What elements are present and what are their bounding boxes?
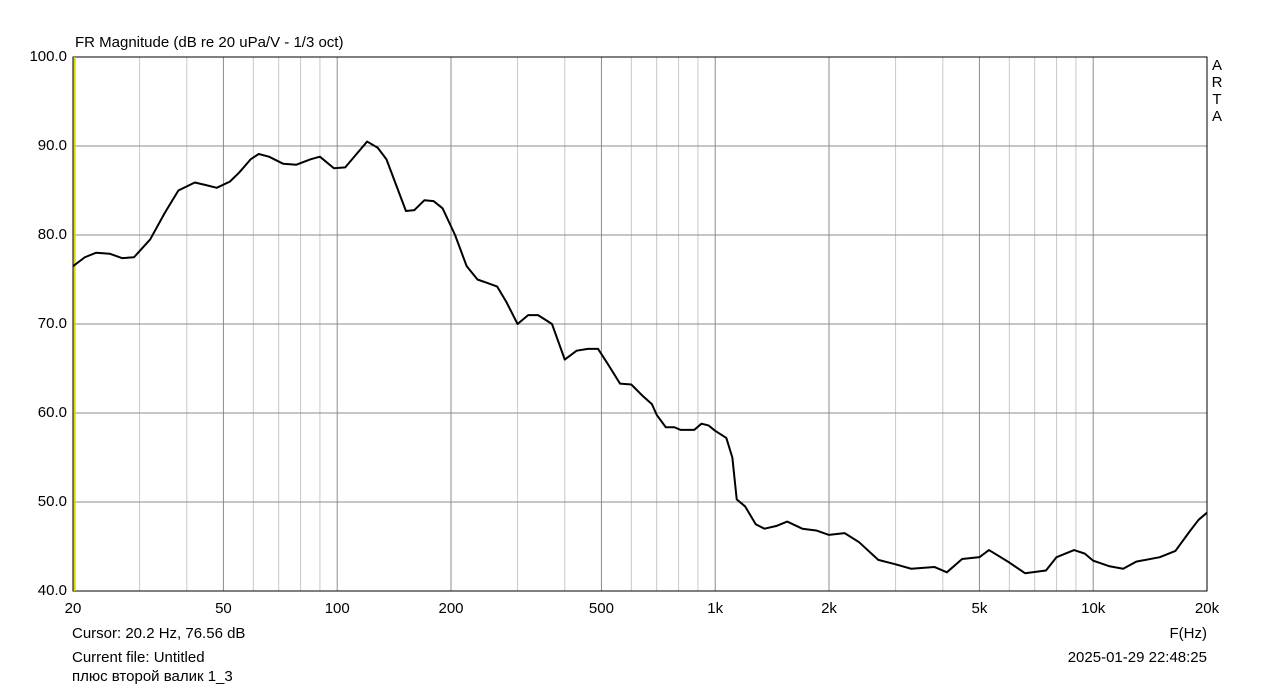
cursor-readout: Cursor: 20.2 Hz, 76.56 dB (72, 625, 245, 642)
y-tick-label: 50.0 (38, 493, 67, 510)
watermark: ARTA (1211, 57, 1223, 125)
x-tick-label: 20 (65, 600, 82, 617)
x-tick-label: 5k (971, 600, 987, 617)
y-tick-label: 100.0 (29, 48, 67, 65)
x-tick-label: 10k (1081, 600, 1106, 617)
y-tick-label: 70.0 (38, 315, 67, 332)
file-info: Current file: Untitled (72, 649, 205, 666)
y-tick-label: 90.0 (38, 137, 67, 154)
chart-title: FR Magnitude (dB re 20 uPa/V - 1/3 oct) (75, 34, 343, 51)
x-tick-label: 500 (589, 600, 614, 617)
x-tick-label: 200 (438, 600, 463, 617)
timestamp: 2025-01-29 22:48:25 (1068, 649, 1207, 666)
file-info: плюс второй валик 1_3 (72, 668, 233, 685)
x-tick-label: 2k (821, 600, 837, 617)
y-tick-label: 80.0 (38, 226, 67, 243)
x-tick-label: 1k (707, 600, 723, 617)
x-axis-label: F(Hz) (1170, 625, 1208, 642)
x-tick-label: 20k (1195, 600, 1220, 617)
y-tick-label: 60.0 (38, 404, 67, 421)
y-tick-label: 40.0 (38, 582, 67, 599)
x-tick-label: 100 (325, 600, 350, 617)
fr-curve (72, 140, 1208, 575)
plot-frame (72, 56, 1208, 592)
x-tick-label: 50 (215, 600, 232, 617)
